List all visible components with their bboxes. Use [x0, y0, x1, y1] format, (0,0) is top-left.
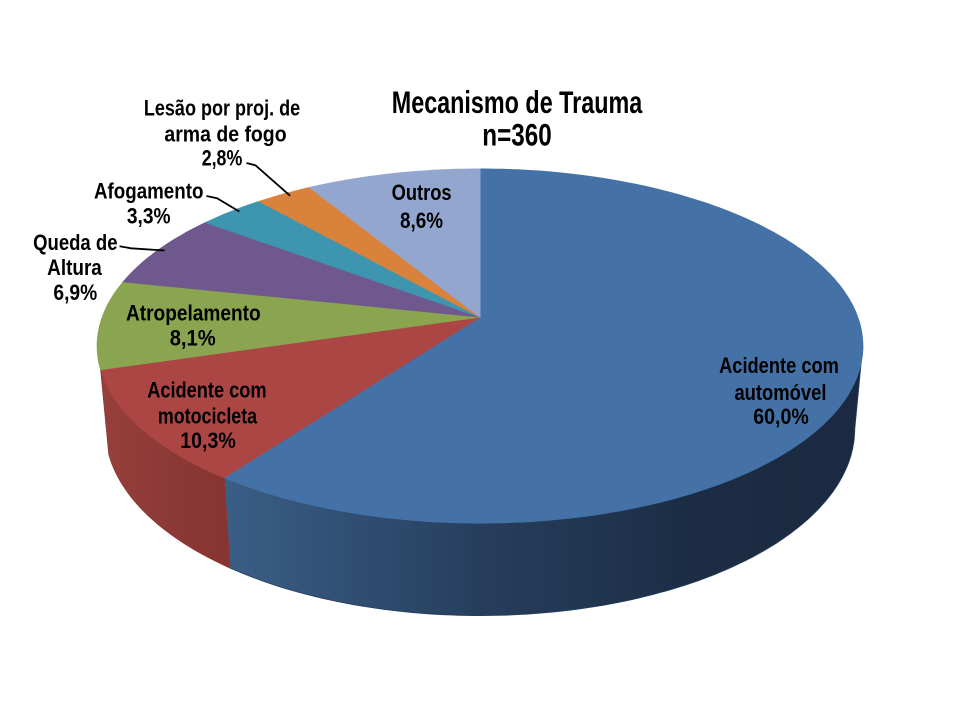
svg-text:6,9%: 6,9%	[53, 280, 97, 305]
svg-text:Afogamento: Afogamento	[94, 178, 203, 203]
svg-text:2,8%: 2,8%	[202, 146, 243, 171]
svg-text:Acidente com: Acidente com	[147, 378, 266, 403]
svg-text:Outros: Outros	[392, 180, 452, 205]
svg-text:8,1%: 8,1%	[170, 326, 216, 351]
svg-text:Queda de: Queda de	[33, 230, 117, 255]
svg-text:Atropelamento: Atropelamento	[126, 301, 261, 326]
svg-text:Mecanismo de Trauma: Mecanismo de Trauma	[392, 84, 643, 120]
svg-text:3,3%: 3,3%	[127, 203, 171, 228]
svg-text:Lesão por proj. de: Lesão por proj. de	[144, 96, 300, 121]
svg-text:Altura: Altura	[47, 255, 102, 280]
svg-text:n=360: n=360	[482, 117, 551, 153]
svg-text:10,3%: 10,3%	[180, 428, 236, 453]
svg-text:Acidente com: Acidente com	[719, 353, 839, 378]
svg-text:arma de fogo: arma de fogo	[164, 122, 286, 147]
svg-text:motocicleta: motocicleta	[158, 404, 258, 429]
svg-text:automóvel: automóvel	[734, 380, 826, 405]
svg-text:8,6%: 8,6%	[400, 208, 443, 233]
svg-text:60,0%: 60,0%	[753, 404, 809, 429]
